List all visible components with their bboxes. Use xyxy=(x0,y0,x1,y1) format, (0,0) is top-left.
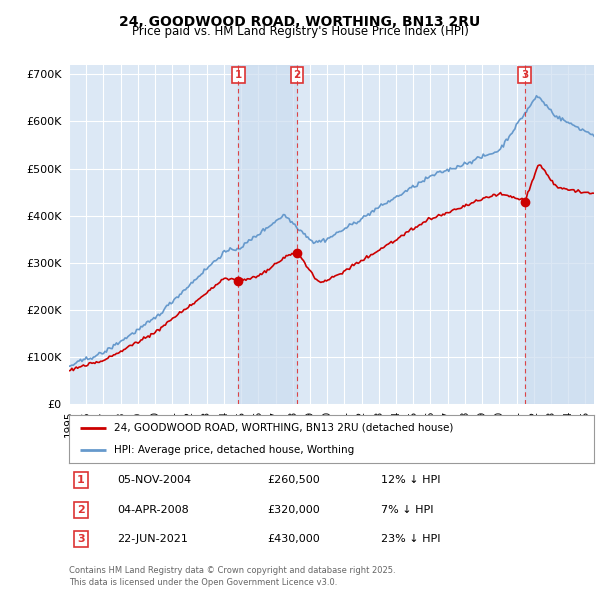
Text: 24, GOODWOOD ROAD, WORTHING, BN13 2RU: 24, GOODWOOD ROAD, WORTHING, BN13 2RU xyxy=(119,15,481,29)
Bar xyxy=(524,65,594,404)
Text: £260,500: £260,500 xyxy=(267,476,320,485)
Text: 2: 2 xyxy=(77,505,85,514)
Text: 24, GOODWOOD ROAD, WORTHING, BN13 2RU (detached house): 24, GOODWOOD ROAD, WORTHING, BN13 2RU (d… xyxy=(113,423,453,433)
Text: Contains HM Land Registry data © Crown copyright and database right 2025.
This d: Contains HM Land Registry data © Crown c… xyxy=(69,566,395,587)
Text: 22-JUN-2021: 22-JUN-2021 xyxy=(117,535,188,544)
Text: 05-NOV-2004: 05-NOV-2004 xyxy=(117,476,191,485)
Text: 04-APR-2008: 04-APR-2008 xyxy=(117,505,189,514)
Text: 12% ↓ HPI: 12% ↓ HPI xyxy=(381,476,440,485)
Text: 7% ↓ HPI: 7% ↓ HPI xyxy=(381,505,433,514)
Text: 1: 1 xyxy=(235,70,242,80)
Text: 23% ↓ HPI: 23% ↓ HPI xyxy=(381,535,440,544)
Text: 2: 2 xyxy=(293,70,301,80)
Text: Price paid vs. HM Land Registry's House Price Index (HPI): Price paid vs. HM Land Registry's House … xyxy=(131,25,469,38)
Text: 3: 3 xyxy=(77,535,85,544)
Text: 1: 1 xyxy=(77,476,85,485)
Text: HPI: Average price, detached house, Worthing: HPI: Average price, detached house, Wort… xyxy=(113,445,354,455)
Text: 3: 3 xyxy=(521,70,528,80)
Text: £430,000: £430,000 xyxy=(267,535,320,544)
Bar xyxy=(238,65,297,404)
Text: £320,000: £320,000 xyxy=(267,505,320,514)
